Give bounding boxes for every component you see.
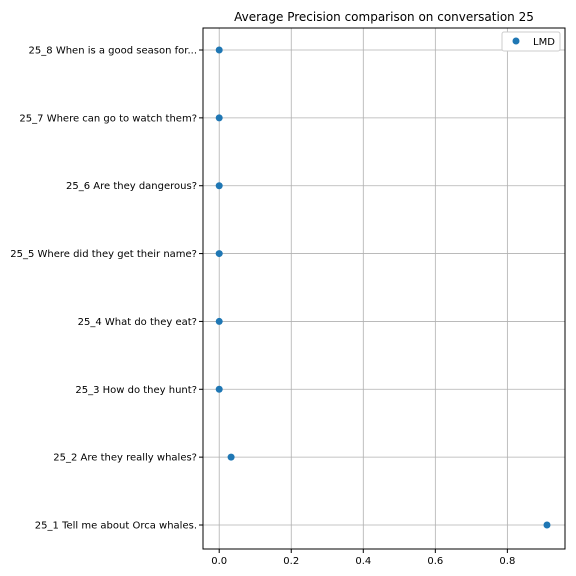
x-axis-ticks: 0.0 0.2 0.4 0.6 0.8 <box>211 549 515 567</box>
y-tick-label: 25_5 Where did they get their name? <box>10 249 197 260</box>
y-tick-label: 25_8 When is a good season for... <box>29 46 197 57</box>
y-tick-label: 25_7 Where can go to watch them? <box>19 113 197 124</box>
grid-lines <box>203 28 565 549</box>
y-tick-label: 25_2 Are they really whales? <box>53 453 197 464</box>
data-points <box>215 46 551 529</box>
x-tick-label: 0.2 <box>283 556 299 567</box>
legend: LMD <box>501 31 561 52</box>
data-point <box>215 182 223 190</box>
x-tick-label: 0.0 <box>211 556 227 567</box>
data-point <box>215 250 223 258</box>
y-tick-label: 25_1 Tell me about Orca whales. <box>35 521 197 532</box>
legend-label: LMD <box>533 37 555 48</box>
data-point <box>227 453 235 461</box>
y-tick-label: 25_4 What do they eat? <box>78 317 197 328</box>
y-tick-label: 25_3 How do they hunt? <box>75 385 197 396</box>
legend-marker <box>512 37 520 45</box>
legend-box <box>501 31 561 52</box>
y-tick-label: 25_6 Are they dangerous? <box>66 181 197 192</box>
data-point <box>215 317 223 325</box>
x-tick-label: 0.4 <box>355 556 371 567</box>
data-point <box>543 521 551 529</box>
data-point <box>215 385 223 393</box>
data-point <box>215 114 223 122</box>
x-tick-label: 0.6 <box>427 556 443 567</box>
data-point <box>215 46 223 54</box>
plot-area <box>202 27 566 550</box>
x-tick-label: 0.8 <box>499 556 515 567</box>
chart-title: Average Precision comparison on conversa… <box>234 10 534 24</box>
y-axis-ticks: 25_1 Tell me about Orca whales. 25_2 Are … <box>10 46 203 532</box>
